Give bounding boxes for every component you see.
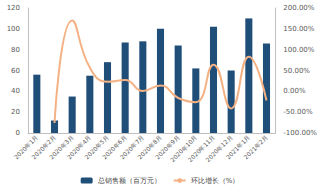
svg-text:50.00%: 50.00%	[283, 67, 310, 75]
svg-text:总销售额（百万元）: 总销售额（百万元）	[97, 177, 161, 185]
svg-text:100.00%: 100.00%	[283, 46, 314, 54]
svg-text:2020年12月: 2020年12月	[204, 133, 234, 164]
svg-text:2021年1月: 2021年1月	[224, 133, 252, 161]
svg-text:80: 80	[11, 46, 20, 54]
svg-text:-100.00%: -100.00%	[283, 129, 317, 137]
svg-text:2020年6月: 2020年6月	[100, 133, 128, 161]
svg-text:2020年3月: 2020年3月	[47, 133, 75, 161]
svg-text:2020年2月: 2020年2月	[30, 133, 57, 161]
svg-text:2020年1月: 2020年1月	[12, 133, 40, 161]
svg-text:100: 100	[7, 25, 20, 33]
svg-text:20: 20	[11, 108, 20, 116]
svg-text:环比增长（%）: 环比增长（%）	[191, 177, 240, 185]
svg-text:2020年5月: 2020年5月	[83, 133, 110, 161]
svg-text:2021年2月: 2021年2月	[242, 134, 269, 161]
svg-text:40: 40	[11, 87, 20, 95]
svg-text:2020年9月: 2020年9月	[153, 133, 181, 161]
svg-text:2020年7月: 2020年7月	[118, 133, 146, 161]
svg-text:150.00%: 150.00%	[283, 25, 314, 33]
svg-text:2020年8月: 2020年8月	[136, 133, 163, 161]
svg-text:2020年4月: 2020年4月	[65, 133, 93, 161]
svg-text:200.00%: 200.00%	[283, 4, 314, 12]
svg-text:0: 0	[16, 129, 20, 137]
svg-text:-50.00%: -50.00%	[283, 108, 313, 116]
svg-text:120: 120	[7, 4, 20, 12]
svg-text:60: 60	[11, 67, 20, 75]
svg-text:2020年11月: 2020年11月	[186, 133, 216, 164]
svg-text:0.00%: 0.00%	[283, 87, 306, 95]
svg-text:2020年10月: 2020年10月	[168, 133, 199, 164]
